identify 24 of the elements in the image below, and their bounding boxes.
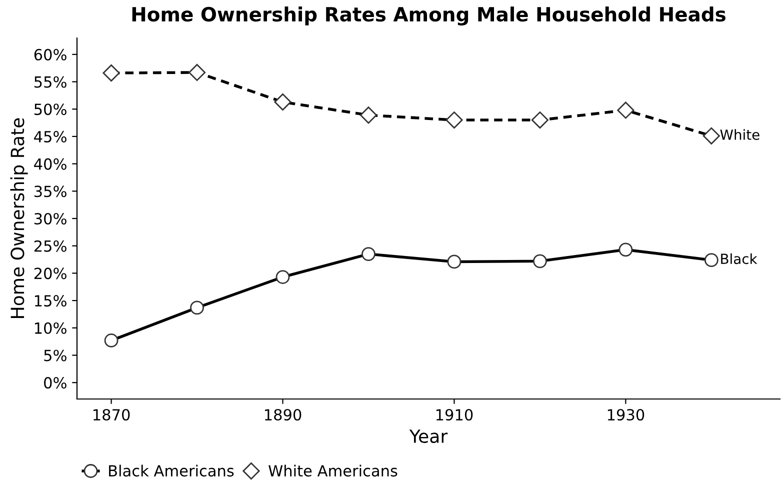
y-tick-label: 10% [35,322,66,334]
y-tick-label: 0% [44,377,66,389]
y-tick-label: 25% [34,240,66,252]
x-tick-label: 1930 [608,408,644,421]
x-tick-label: 1890 [264,408,302,421]
chart-title: Home Ownership Rates Among Male Household Heads [132,6,726,26]
y-tick-label: 15% [35,295,66,307]
x-tick-label: 1910 [436,408,473,421]
x-axis-title: Year [409,430,448,444]
y-tick-label: 35% [34,186,66,198]
y-tick-label: 55% [34,76,66,88]
legend-label: White Americans [268,464,398,477]
annotation: White [720,129,760,140]
y-tick-label: 60% [34,48,66,60]
y-tick-label: 20% [34,268,66,280]
x-tick-label: 1870 [94,408,130,421]
y-tick-label: 5% [44,350,66,362]
y-tick-label: 50% [34,104,66,116]
y-tick-label: 40% [34,158,66,170]
legend-label: Black Americans [109,464,234,477]
y-axis-title: Home Ownership Rate [10,118,28,318]
annotation: Black [721,253,758,264]
y-tick-label: 45% [34,130,66,142]
y-tick-label: 30% [34,212,66,225]
